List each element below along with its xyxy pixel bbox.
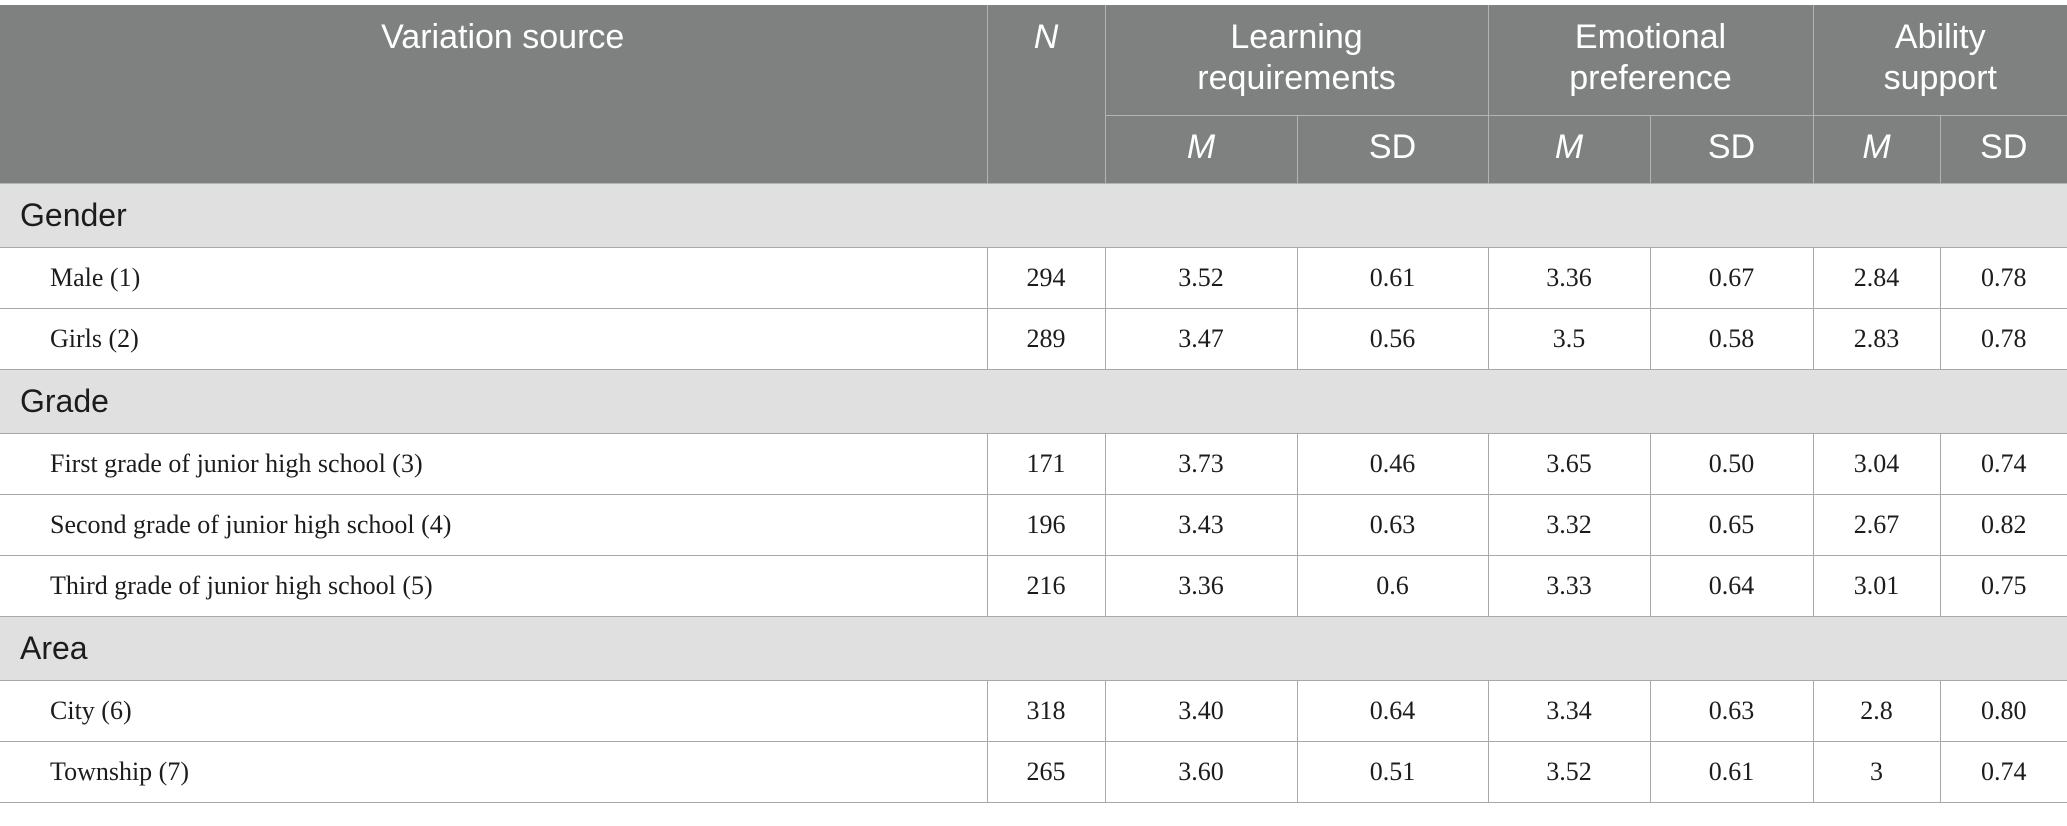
table-body: Gender Male (1) 294 3.52 0.61 3.36 0.67 … [0,182,2067,803]
table-container: Variation source N Learning requirements… [0,5,2067,803]
table-row: City (6) 318 3.40 0.64 3.34 0.63 2.8 0.8… [0,679,2067,742]
header-variation-source: Variation source [0,5,988,184]
row-label: Third grade of junior high school (5) [0,554,988,617]
header-ep-sd: SD [1649,114,1814,184]
cell-n: 289 [986,307,1106,370]
cell-ep-m: 3.34 [1487,679,1651,742]
cell-ep-sd: 0.64 [1649,554,1814,617]
cell-lr-sd: 0.51 [1296,740,1489,803]
table-row: Girls (2) 289 3.47 0.56 3.5 0.58 2.83 0.… [0,307,2067,370]
cell-n: 171 [986,432,1106,495]
table-row: First grade of junior high school (3) 17… [0,432,2067,495]
header-as-m: M [1812,114,1941,184]
cell-n: 216 [986,554,1106,617]
cell-as-sd: 0.74 [1939,432,2067,495]
row-label: City (6) [0,679,988,742]
row-label: Male (1) [0,246,988,309]
cell-ep-sd: 0.61 [1649,740,1814,803]
cell-lr-sd: 0.61 [1296,246,1489,309]
cell-ep-m: 3.65 [1487,432,1651,495]
header-row-sub: M SD M SD M SD [0,114,2067,184]
cell-lr-m: 3.36 [1104,554,1298,617]
header-row-top: Variation source N Learning requirements… [0,5,2067,184]
cell-as-m: 3.04 [1812,432,1941,495]
table-row: Male (1) 294 3.52 0.61 3.36 0.67 2.84 0.… [0,246,2067,309]
cell-as-m: 2.83 [1812,307,1941,370]
cell-as-m: 2.67 [1812,493,1941,556]
table-row: Township (7) 265 3.60 0.51 3.52 0.61 3 0… [0,740,2067,803]
cell-lr-m: 3.43 [1104,493,1298,556]
cell-ep-m: 3.33 [1487,554,1651,617]
row-label: Second grade of junior high school (4) [0,493,988,556]
cell-lr-m: 3.73 [1104,432,1298,495]
header-ability-support: Ability support [1812,5,2067,116]
cell-ep-sd: 0.63 [1649,679,1814,742]
cell-lr-sd: 0.56 [1296,307,1489,370]
cell-lr-sd: 0.6 [1296,554,1489,617]
section-label: Gender [0,182,2067,248]
section-label: Grade [0,368,2067,434]
section-label: Area [0,615,2067,681]
cell-ep-m: 3.5 [1487,307,1651,370]
cell-as-m: 2.84 [1812,246,1941,309]
row-label: Girls (2) [0,307,988,370]
header-as-sd: SD [1939,114,2067,184]
cell-ep-m: 3.32 [1487,493,1651,556]
cell-as-m: 3 [1812,740,1941,803]
cell-ep-m: 3.52 [1487,740,1651,803]
header-emotional-preference: Emotional preference [1487,5,1814,116]
cell-ep-m: 3.36 [1487,246,1651,309]
cell-n: 265 [986,740,1106,803]
cell-lr-m: 3.60 [1104,740,1298,803]
cell-ep-sd: 0.65 [1649,493,1814,556]
cell-as-sd: 0.78 [1939,307,2067,370]
header-lr-m: M [1105,114,1298,184]
table-header: Variation source N Learning requirements… [0,5,2067,184]
cell-lr-sd: 0.63 [1296,493,1489,556]
cell-as-sd: 0.75 [1939,554,2067,617]
cell-ep-sd: 0.50 [1649,432,1814,495]
row-label: First grade of junior high school (3) [0,432,988,495]
header-n: N [986,5,1106,184]
cell-ep-sd: 0.67 [1649,246,1814,309]
cell-lr-sd: 0.46 [1296,432,1489,495]
cell-n: 294 [986,246,1106,309]
cell-as-sd: 0.80 [1939,679,2067,742]
cell-n: 318 [986,679,1106,742]
section-row-area: Area [0,615,2067,681]
header-ep-m: M [1487,114,1651,184]
cell-lr-sd: 0.64 [1296,679,1489,742]
cell-as-sd: 0.82 [1939,493,2067,556]
cell-as-sd: 0.74 [1939,740,2067,803]
cell-as-m: 2.8 [1812,679,1941,742]
table-row: Third grade of junior high school (5) 21… [0,554,2067,617]
cell-lr-m: 3.52 [1104,246,1298,309]
section-row-gender: Gender [0,182,2067,248]
descriptive-statistics-table: Variation source N Learning requirements… [0,5,2067,803]
header-lr-sd: SD [1296,114,1489,184]
cell-n: 196 [986,493,1106,556]
header-learning-requirements: Learning requirements [1104,5,1489,116]
cell-as-sd: 0.78 [1939,246,2067,309]
cell-ep-sd: 0.58 [1649,307,1814,370]
section-row-grade: Grade [0,368,2067,434]
cell-as-m: 3.01 [1812,554,1941,617]
row-label: Township (7) [0,740,988,803]
cell-lr-m: 3.40 [1104,679,1298,742]
table-row: Second grade of junior high school (4) 1… [0,493,2067,556]
cell-lr-m: 3.47 [1104,307,1298,370]
